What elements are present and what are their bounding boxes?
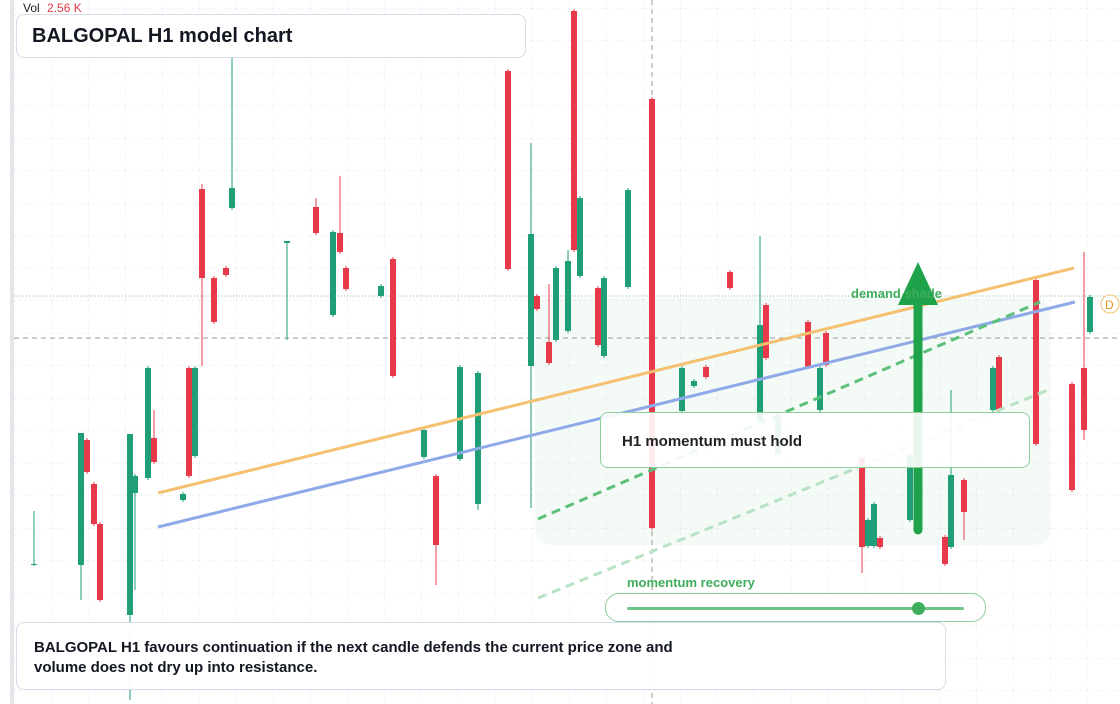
slider-track	[627, 607, 964, 610]
candle-body	[192, 368, 198, 456]
candle-body	[229, 188, 235, 208]
candle-body	[961, 480, 967, 512]
candle-body	[343, 268, 349, 289]
candle-body	[907, 455, 913, 520]
candle-body	[577, 198, 583, 276]
trend-line	[537, 300, 1041, 521]
candle-body	[823, 333, 829, 365]
slider-knob[interactable]	[912, 602, 925, 615]
candle-body	[805, 322, 811, 367]
demand-label: demand shade	[851, 286, 942, 301]
candle-body	[565, 261, 571, 331]
candle-body	[859, 458, 865, 547]
candle-body	[1087, 297, 1093, 332]
volume-value: 2.56 K	[47, 1, 82, 15]
candle-body	[703, 367, 709, 377]
candle-body	[691, 381, 697, 386]
candle-body	[571, 11, 577, 250]
candle-body	[457, 367, 463, 459]
candle-body	[649, 99, 655, 528]
candle-body	[211, 278, 217, 322]
candle-body	[433, 476, 439, 545]
candle-body	[757, 325, 763, 420]
candle-body	[180, 494, 186, 500]
volume-label: Vol	[23, 1, 40, 15]
slider[interactable]	[605, 593, 986, 622]
candle-body	[595, 288, 601, 345]
candle-body	[942, 537, 948, 564]
candle-body	[199, 189, 205, 278]
callout: H1 momentum must hold	[600, 412, 1030, 468]
candle-body	[31, 564, 37, 565]
candle-body	[475, 373, 481, 504]
candle-body	[337, 233, 343, 252]
candle-body	[871, 504, 877, 546]
note-text: BALGOPAL H1 favours continuation if the …	[34, 639, 673, 676]
candle-body	[223, 268, 229, 275]
candle-body	[601, 278, 607, 356]
candle-body	[421, 430, 427, 457]
candle-body	[390, 259, 396, 376]
candle-body	[546, 342, 552, 363]
candle-body	[877, 538, 883, 547]
candle-body	[151, 438, 157, 462]
candle-body	[763, 305, 769, 358]
candle-body	[679, 368, 685, 411]
candle-body	[1081, 368, 1087, 430]
candle-body	[990, 368, 996, 410]
candle-body	[313, 207, 319, 233]
slider-label: momentum recovery	[627, 575, 755, 590]
chart-title: BALGOPAL H1 model chart	[16, 14, 526, 58]
candle-body	[948, 475, 954, 547]
left-edge	[10, 0, 14, 704]
candle-body	[505, 71, 511, 269]
candle-body	[625, 190, 631, 287]
arrow-head	[898, 262, 938, 305]
candle-body	[127, 434, 133, 615]
candle-body	[91, 484, 97, 524]
candle-body	[84, 440, 90, 472]
candle-body	[996, 357, 1002, 410]
candle-body	[553, 268, 559, 340]
candle-body	[132, 476, 138, 493]
marker-badge	[1100, 294, 1120, 314]
candle-body	[378, 286, 384, 296]
candle-body	[284, 241, 290, 243]
candle-body	[1069, 384, 1075, 490]
volume-legend: Vol 2.56 K	[23, 1, 82, 15]
candle-body	[817, 368, 823, 410]
candle-body	[1033, 280, 1039, 444]
candle-body	[528, 234, 534, 366]
candle-body	[145, 368, 151, 478]
candle-body	[186, 368, 192, 476]
note: BALGOPAL H1 favours continuation if the …	[16, 622, 946, 690]
candle-body	[865, 520, 871, 546]
candle-body	[727, 272, 733, 288]
candle-body	[534, 296, 540, 309]
candle-body	[330, 232, 336, 315]
marker-label: D	[1105, 298, 1114, 312]
candle-body	[97, 524, 103, 600]
candle-body	[78, 433, 84, 565]
